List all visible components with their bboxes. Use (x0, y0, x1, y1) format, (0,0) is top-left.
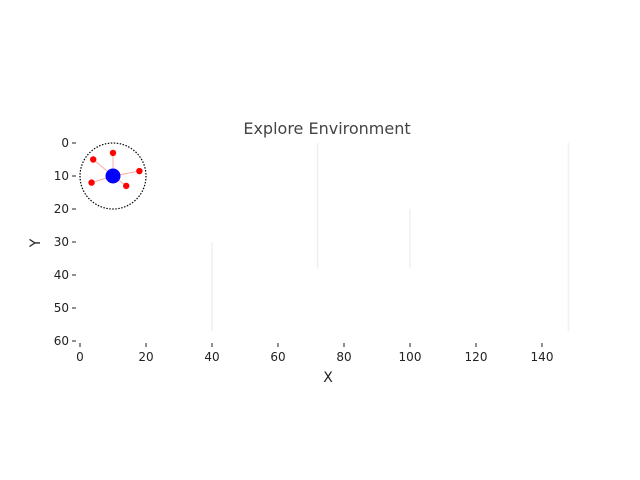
x-axis-label: X (323, 370, 333, 386)
detected-point-marker (88, 179, 95, 186)
sensor-range-circle (79, 142, 147, 210)
y-axis: 0 10 20 30 40 50 60 (54, 136, 76, 348)
y-axis-label: Y (28, 238, 44, 248)
sensor-range-layer (79, 142, 147, 210)
agent-layer (105, 168, 121, 184)
y-tick-label: 50 (54, 301, 69, 315)
detected-point-marker (109, 149, 117, 157)
x-tick-label: 20 (138, 350, 153, 364)
y-tick-label: 0 (61, 136, 69, 150)
y-tick-label: 40 (54, 268, 69, 282)
x-tick-label: 60 (270, 350, 285, 364)
y-tick-label: 60 (54, 334, 69, 348)
x-tick-label: 140 (531, 350, 554, 364)
x-tick-label: 100 (399, 350, 422, 364)
y-tick-label: 20 (54, 202, 69, 216)
x-axis: 0 20 40 60 80 100 120 140 (76, 343, 553, 364)
y-tick-label: 30 (54, 235, 69, 249)
x-tick-label: 80 (336, 350, 351, 364)
y-tick-label: 10 (54, 169, 69, 183)
x-tick-label: 120 (465, 350, 488, 364)
detected-point-marker (136, 167, 143, 175)
x-tick-label: 0 (76, 350, 84, 364)
agent-marker (105, 168, 121, 184)
detected-point-marker (90, 156, 97, 163)
detected-points-layer (88, 149, 143, 190)
detected-point-marker (123, 182, 130, 190)
x-tick-label: 40 (204, 350, 219, 364)
walls-layer (211, 143, 570, 332)
chart-title: Explore Environment (243, 119, 410, 138)
